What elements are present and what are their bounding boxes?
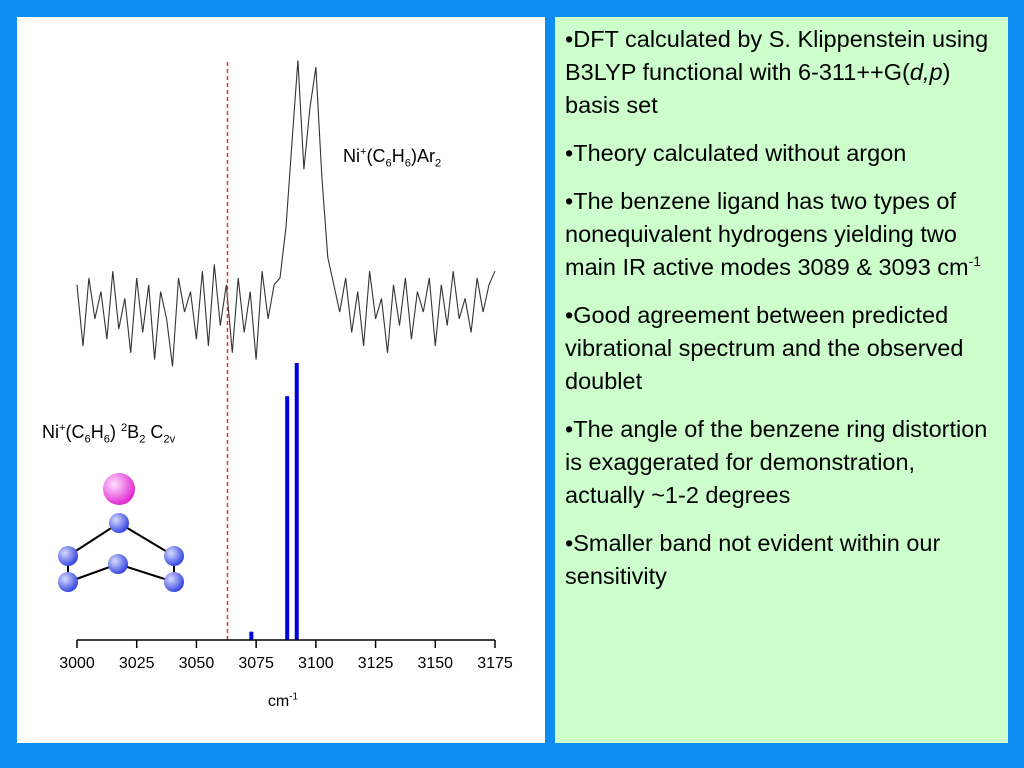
bullet: •The benzene ligand has two types of non…	[565, 185, 1000, 284]
text-part: •The angle of the benzene ring distortio…	[565, 416, 988, 508]
bullet: •The angle of the benzene ring distortio…	[565, 413, 1000, 512]
x-tick-label: 3100	[298, 655, 334, 672]
chart-panel: Ni+(C6H6)Ar2 3000 3025 3050 3075 3100 3125 3150…	[17, 17, 545, 743]
text-part: )Ar	[411, 146, 435, 166]
stick	[285, 396, 290, 640]
x-axis-label: cm-1	[268, 692, 299, 710]
x-tick-label: 3075	[238, 655, 274, 672]
stick-label: Ni+(C6H6) 2B2 C2v	[42, 422, 176, 446]
text-part: C	[145, 422, 163, 442]
text-part: (C	[367, 146, 386, 166]
text-part: H	[91, 422, 104, 442]
text-part: (C	[66, 422, 85, 442]
text-part: H	[392, 146, 405, 166]
text-part: 2	[121, 422, 127, 434]
bullet: •Good agreement between predicted vibrat…	[565, 299, 1000, 398]
text-part: cm	[268, 693, 289, 710]
x-tick-label: 3025	[119, 655, 155, 672]
bullet: •DFT calculated by S. Klippenstein using…	[565, 23, 1000, 122]
x-tick-label: 3125	[358, 655, 394, 672]
text-part: -1	[968, 253, 982, 270]
text-part: •Theory calculated without argon	[565, 140, 907, 166]
text-part: •DFT calculated by S. Klippenstein using…	[565, 26, 989, 85]
bullet: •Theory calculated without argon	[565, 137, 1000, 170]
molecule	[58, 473, 184, 592]
spectrum-line	[76, 60, 496, 367]
text-part: )	[110, 422, 121, 442]
spectrum-label: Ni+(C6H6)Ar2	[343, 146, 441, 170]
text-part: 2	[139, 434, 145, 446]
notes-panel: •DFT calculated by S. Klippenstein using…	[555, 17, 1008, 743]
text-part: +	[59, 422, 66, 434]
text-part: 2	[435, 158, 441, 170]
text-part: 2v	[163, 434, 175, 446]
text-part: •Smaller band not evident within our sen…	[565, 530, 941, 589]
text-part: •Good agreement between predicted vibrat…	[565, 302, 964, 394]
text-part: 6	[386, 158, 392, 170]
bullet: •Smaller band not evident within our sen…	[565, 527, 1000, 593]
stick	[294, 363, 299, 640]
text-part: Ni	[343, 146, 360, 166]
x-tick-label: 3000	[59, 655, 95, 672]
x-tick-label: 3150	[417, 655, 453, 672]
text-part: 6	[405, 158, 411, 170]
x-tick-label: 3050	[179, 655, 215, 672]
text-part: d,p	[909, 59, 943, 85]
text-part: Ni	[42, 422, 59, 442]
text-part: ) basis set	[565, 59, 951, 118]
x-tick-label: 3175	[477, 655, 513, 672]
text-part: B	[127, 422, 139, 442]
text-part: •The benzene ligand has two types of non…	[565, 188, 969, 280]
stick	[249, 631, 254, 640]
text-part: 6	[104, 434, 110, 446]
text-part: +	[360, 146, 367, 158]
text-part: 6	[85, 434, 91, 446]
text-part: -1	[289, 692, 298, 703]
